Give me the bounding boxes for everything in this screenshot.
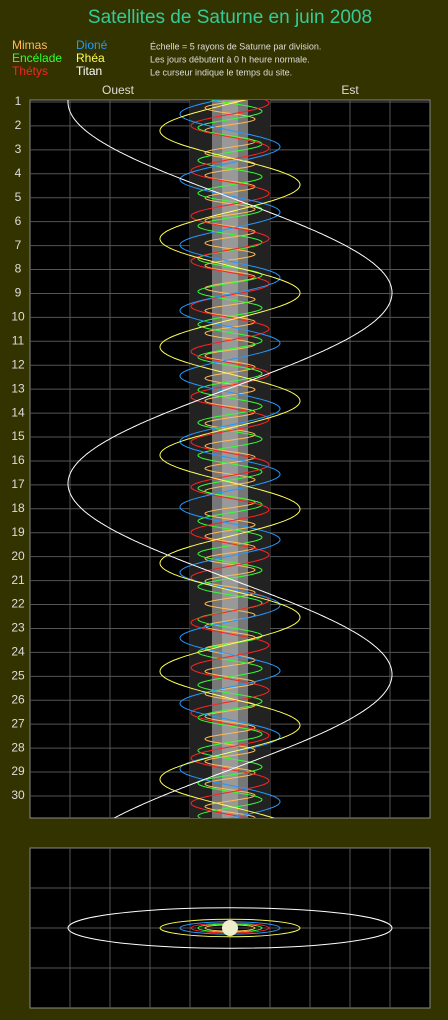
orbit-curve	[190, 100, 270, 818]
note: Le curseur indique le temps du site.	[150, 67, 292, 77]
day-label: 4	[15, 166, 22, 180]
orbit-curve	[179, 100, 281, 818]
day-label: 6	[15, 214, 22, 228]
day-label: 26	[11, 692, 25, 706]
orbit-curves	[67, 100, 393, 818]
day-label: 15	[11, 429, 25, 443]
legend-entry: Mimas	[12, 38, 47, 52]
legend-entry: Rhéa	[76, 51, 105, 65]
note: Les jours débutent à 0 h heure normale.	[150, 54, 310, 64]
day-label: 23	[11, 621, 25, 635]
day-label: 1	[15, 94, 22, 108]
day-label: 3	[15, 142, 22, 156]
note: Échelle = 5 rayons de Saturne par divisi…	[150, 41, 321, 51]
day-label: 13	[11, 381, 25, 395]
day-label: 5	[15, 190, 22, 204]
legend-entry: Dioné	[76, 38, 108, 52]
legend-entry: Thétys	[12, 64, 48, 78]
day-label: 24	[11, 645, 25, 659]
day-label: 30	[11, 788, 25, 802]
orbit-ellipse	[67, 907, 393, 949]
day-label: 21	[11, 573, 25, 587]
day-label: 14	[11, 405, 25, 419]
orbit-curve	[159, 100, 301, 818]
day-label: 16	[11, 453, 25, 467]
orbit-curve	[197, 100, 263, 818]
day-label: 20	[11, 549, 25, 563]
day-label: 17	[11, 477, 25, 491]
orbit-ellipse	[159, 918, 301, 938]
legend-entry: Encélade	[12, 51, 62, 65]
day-label: 28	[11, 740, 25, 754]
day-label: 27	[11, 716, 25, 730]
day-label: 8	[15, 262, 22, 276]
day-label: 2	[15, 118, 22, 132]
day-label: 18	[11, 501, 25, 515]
day-label: 11	[12, 333, 25, 347]
day-label: 7	[15, 238, 22, 252]
direction-label: Est	[341, 83, 359, 97]
day-label: 9	[15, 286, 22, 300]
day-label: 22	[11, 597, 25, 611]
orbit-curve	[67, 100, 393, 818]
day-label: 12	[11, 357, 25, 371]
day-label: 10	[11, 310, 25, 324]
saturn	[222, 920, 238, 936]
day-label: 29	[11, 764, 25, 778]
day-label: 19	[11, 525, 25, 539]
title: Satellites de Saturne en juin 2008	[88, 7, 372, 28]
direction-label: Ouest	[102, 83, 135, 97]
legend-entry: Titan	[76, 64, 102, 78]
day-label: 25	[11, 668, 25, 682]
